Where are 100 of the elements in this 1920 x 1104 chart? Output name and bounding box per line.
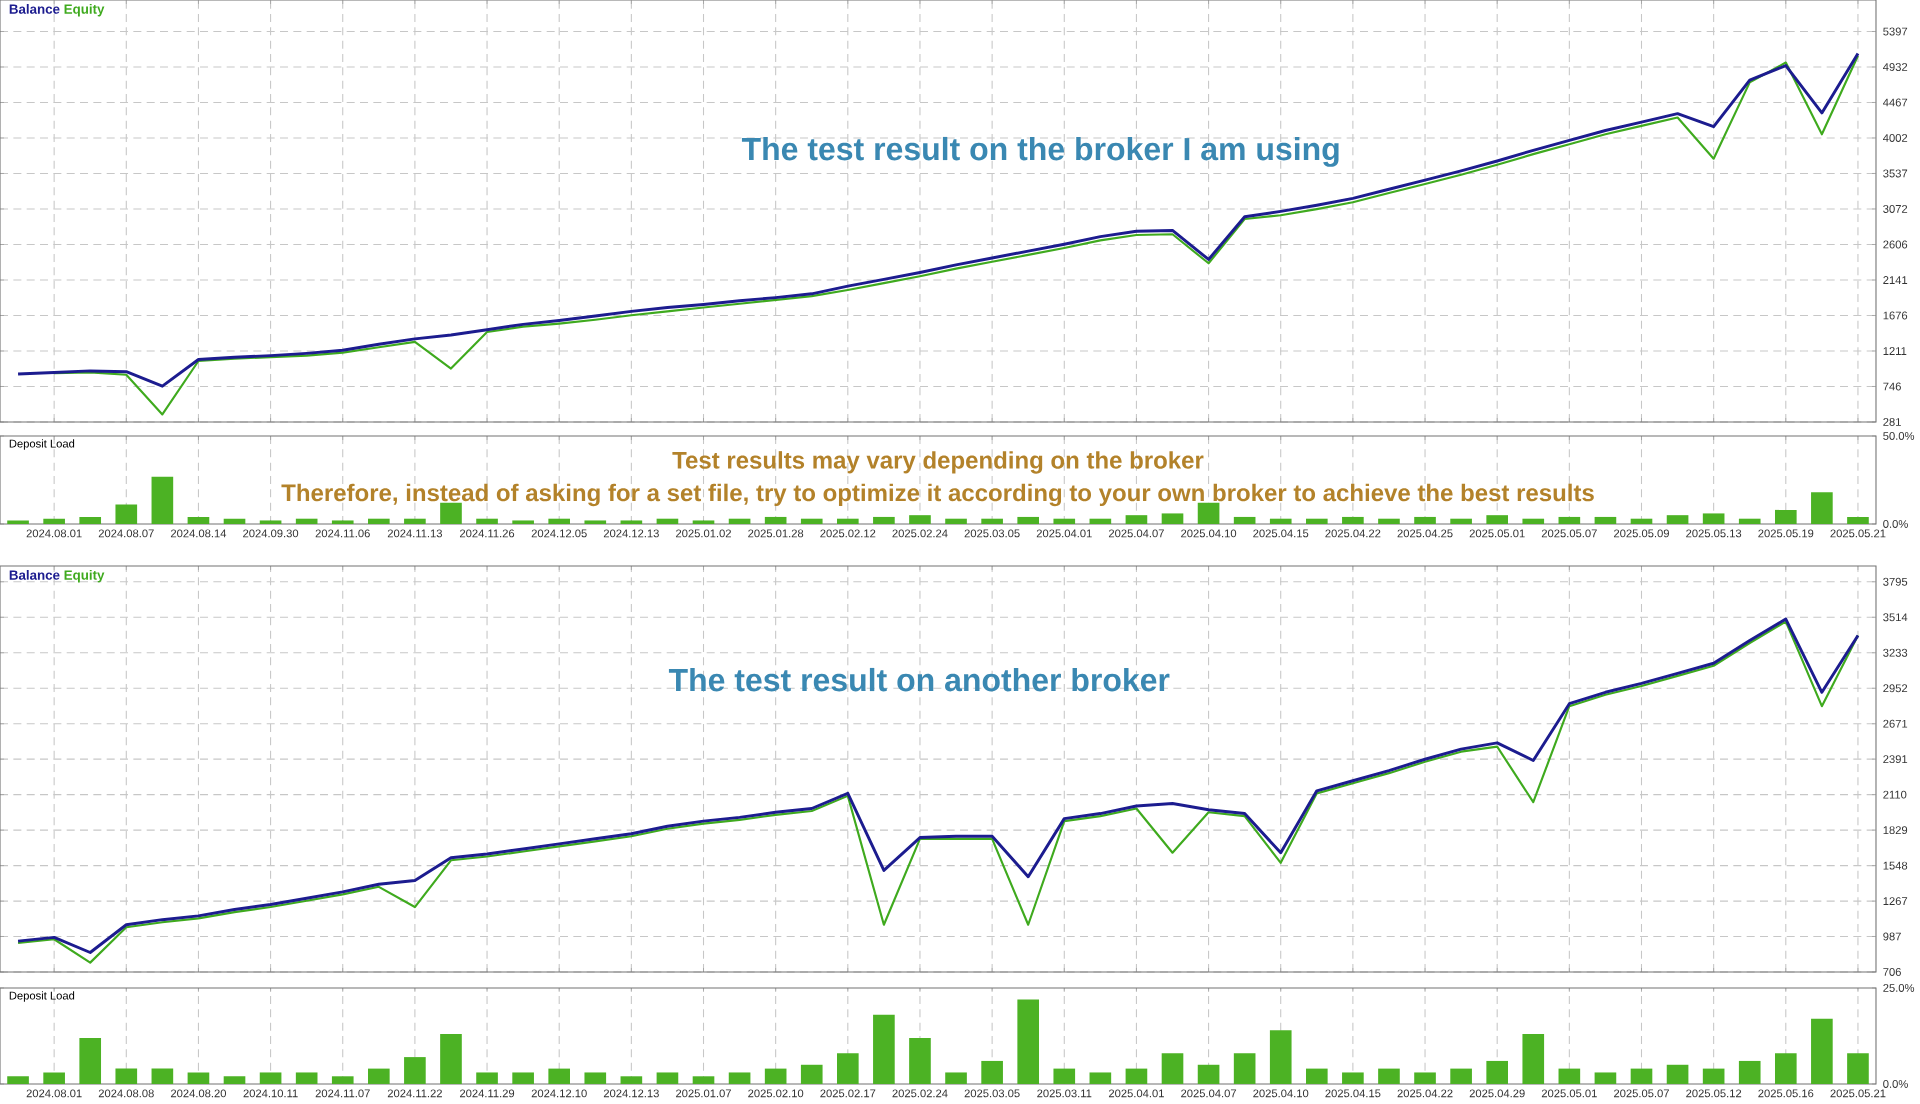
bar — [656, 1072, 679, 1084]
bar — [476, 1072, 498, 1084]
bar — [1847, 516, 1869, 524]
bar — [259, 1072, 282, 1084]
bar — [1233, 1053, 1256, 1084]
bar — [981, 1060, 1003, 1084]
bar — [692, 1076, 715, 1084]
bar — [115, 1068, 138, 1084]
bar — [115, 504, 138, 524]
bar — [1811, 1018, 1833, 1084]
bar — [1305, 1068, 1328, 1084]
bar — [836, 518, 859, 524]
bar — [548, 1068, 571, 1084]
bar — [1269, 1030, 1292, 1084]
bar — [1342, 1072, 1364, 1084]
bar — [800, 1064, 823, 1084]
bar — [368, 1068, 390, 1084]
bar — [1594, 1072, 1617, 1084]
bar — [1774, 1053, 1797, 1084]
annotation: Therefore, instead of asking for a set file, try to optimize it according to your own broker to achieve the best results — [281, 483, 1594, 507]
bar — [1305, 518, 1328, 524]
bar — [656, 518, 679, 524]
bar — [945, 1072, 967, 1084]
bar — [295, 518, 318, 524]
bar — [1702, 513, 1725, 524]
bar — [331, 1076, 354, 1084]
bar — [909, 515, 931, 524]
bar — [43, 518, 65, 524]
bar — [1666, 1064, 1689, 1084]
bar — [1450, 518, 1472, 524]
bar — [1630, 518, 1653, 524]
bar — [764, 516, 787, 524]
bar — [1125, 515, 1148, 524]
bar — [1738, 518, 1761, 524]
bar — [187, 516, 210, 524]
bar — [1378, 518, 1400, 524]
bar — [1089, 1072, 1112, 1084]
bar — [764, 1068, 787, 1084]
bar — [873, 516, 895, 524]
bar — [1017, 516, 1040, 524]
bar — [1558, 1068, 1581, 1084]
bar — [512, 1072, 534, 1084]
bar — [1161, 1053, 1184, 1084]
bar — [404, 518, 426, 524]
bar — [440, 1034, 462, 1084]
bar — [1522, 1034, 1545, 1084]
bar — [873, 1014, 895, 1084]
annotation: Test results may vary depending on the broker — [672, 451, 1204, 474]
annotation: The test result on another broker — [668, 667, 1170, 692]
bar — [1630, 1068, 1653, 1084]
bar — [909, 1037, 931, 1084]
bar — [1486, 515, 1509, 524]
bar — [584, 1072, 607, 1084]
bar — [1378, 1068, 1400, 1084]
bar — [151, 476, 174, 524]
bar — [1197, 1064, 1220, 1084]
bar — [1666, 515, 1689, 524]
annotation: The test result on the broker I am using — [741, 136, 1339, 167]
bar — [800, 518, 823, 524]
bar — [1017, 999, 1040, 1084]
bar — [476, 518, 498, 524]
bar — [1414, 1072, 1436, 1084]
bar — [1125, 1068, 1148, 1084]
bar — [728, 518, 751, 524]
bar — [1414, 516, 1436, 524]
bar — [79, 516, 102, 524]
bar — [1053, 518, 1076, 524]
bar — [1847, 1053, 1869, 1084]
bar — [440, 502, 462, 524]
bar — [1738, 1060, 1761, 1084]
bar — [1197, 502, 1220, 524]
bar — [223, 1076, 246, 1084]
bar — [1342, 516, 1364, 524]
bar — [1269, 518, 1292, 524]
bar — [728, 1072, 751, 1084]
bar — [836, 1053, 859, 1084]
bar — [1774, 509, 1797, 524]
bar — [1450, 1068, 1472, 1084]
bar — [1053, 1068, 1076, 1084]
bar — [223, 518, 246, 524]
bar — [620, 1076, 643, 1084]
bar — [187, 1072, 210, 1084]
bar — [1161, 513, 1184, 524]
bar — [1702, 1068, 1725, 1084]
bar — [1811, 492, 1833, 524]
bar — [43, 1072, 65, 1084]
bar — [548, 518, 571, 524]
bar — [945, 518, 967, 524]
bar — [1089, 518, 1112, 524]
bar — [295, 1072, 318, 1084]
bar — [404, 1057, 426, 1084]
bar — [151, 1068, 174, 1084]
bar — [1522, 518, 1545, 524]
bar — [981, 518, 1003, 524]
bar — [7, 1076, 29, 1084]
bar — [1558, 516, 1581, 524]
bar — [1594, 516, 1617, 524]
bar — [368, 518, 390, 524]
bar — [79, 1037, 102, 1084]
bar — [1233, 516, 1256, 524]
